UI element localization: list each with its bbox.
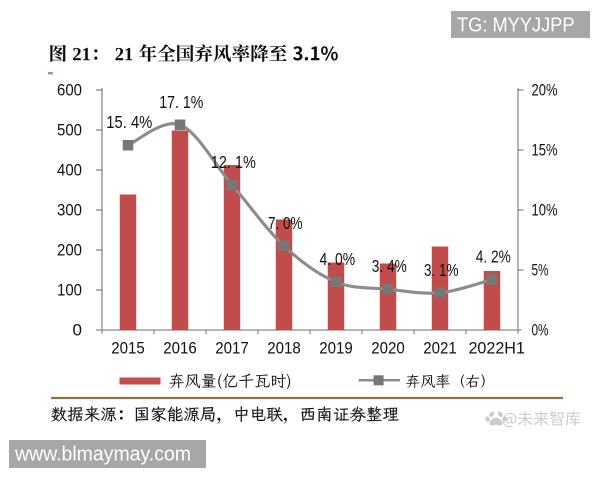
svg-text:300: 300 [57,201,82,220]
svg-text:2015: 2015 [111,339,145,358]
svg-text:100: 100 [57,281,82,300]
svg-text:2017: 2017 [215,339,249,358]
svg-text:3. 1%: 3. 1% [424,260,459,280]
svg-text:2022H1: 2022H1 [468,339,525,358]
svg-text:2019: 2019 [319,339,353,358]
svg-text:600: 600 [57,81,82,100]
svg-text:10%: 10% [532,201,558,220]
svg-text:5%: 5% [532,261,549,280]
svg-text:15%: 15% [532,141,558,160]
svg-text:15. 4%: 15. 4% [106,112,152,132]
svg-text:0: 0 [73,321,82,340]
svg-text:12. 1%: 12. 1% [211,152,256,172]
svg-text:TG: MYYJJPP: TG: MYYJJPP [457,15,575,37]
svg-text:500: 500 [57,121,82,140]
svg-text:17. 1%: 17. 1% [159,92,203,112]
svg-text:7. 0%: 7. 0% [268,213,303,233]
svg-text:2018: 2018 [267,339,301,358]
svg-text:200: 200 [57,241,82,260]
svg-text:2020: 2020 [371,339,405,358]
svg-text:2016: 2016 [163,339,197,358]
svg-text:3. 4%: 3. 4% [372,256,407,276]
svg-text:2021: 2021 [423,339,457,358]
svg-text:400: 400 [57,161,82,180]
svg-text:20%: 20% [532,81,558,100]
svg-text:4. 2%: 4. 2% [476,247,511,267]
svg-text:www.blmaymay.com: www.blmaymay.com [14,444,191,466]
svg-text:0%: 0% [532,321,549,340]
svg-text:4. 0%: 4. 0% [320,249,356,269]
